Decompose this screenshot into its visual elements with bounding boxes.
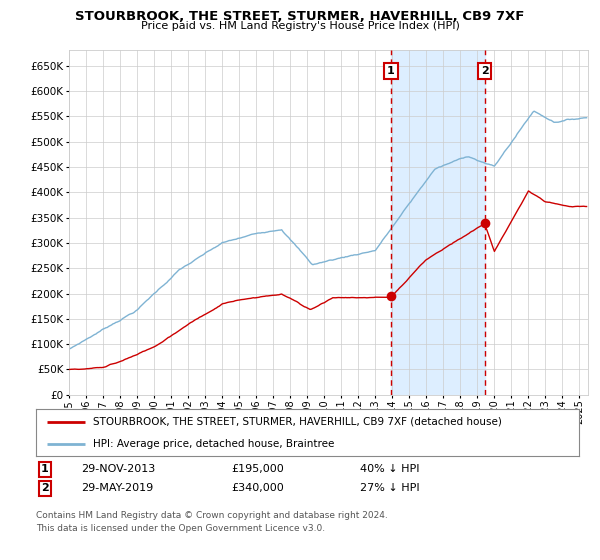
Text: Price paid vs. HM Land Registry's House Price Index (HPI): Price paid vs. HM Land Registry's House … <box>140 21 460 31</box>
Text: 1: 1 <box>387 66 395 76</box>
Text: STOURBROOK, THE STREET, STURMER, HAVERHILL, CB9 7XF: STOURBROOK, THE STREET, STURMER, HAVERHI… <box>76 10 524 22</box>
Text: This data is licensed under the Open Government Licence v3.0.: This data is licensed under the Open Gov… <box>36 524 325 533</box>
Bar <box>391 50 485 395</box>
Text: 27% ↓ HPI: 27% ↓ HPI <box>360 483 419 493</box>
Text: 29-NOV-2013: 29-NOV-2013 <box>81 464 155 474</box>
Text: HPI: Average price, detached house, Braintree: HPI: Average price, detached house, Brai… <box>93 438 334 449</box>
Text: 40% ↓ HPI: 40% ↓ HPI <box>360 464 419 474</box>
Text: £340,000: £340,000 <box>231 483 284 493</box>
Text: 2: 2 <box>481 66 488 76</box>
Text: £195,000: £195,000 <box>231 464 284 474</box>
Text: 1: 1 <box>41 464 49 474</box>
Text: 29-MAY-2019: 29-MAY-2019 <box>81 483 153 493</box>
Text: 2: 2 <box>41 483 49 493</box>
Text: Contains HM Land Registry data © Crown copyright and database right 2024.: Contains HM Land Registry data © Crown c… <box>36 511 388 520</box>
Text: STOURBROOK, THE STREET, STURMER, HAVERHILL, CB9 7XF (detached house): STOURBROOK, THE STREET, STURMER, HAVERHI… <box>93 417 502 427</box>
